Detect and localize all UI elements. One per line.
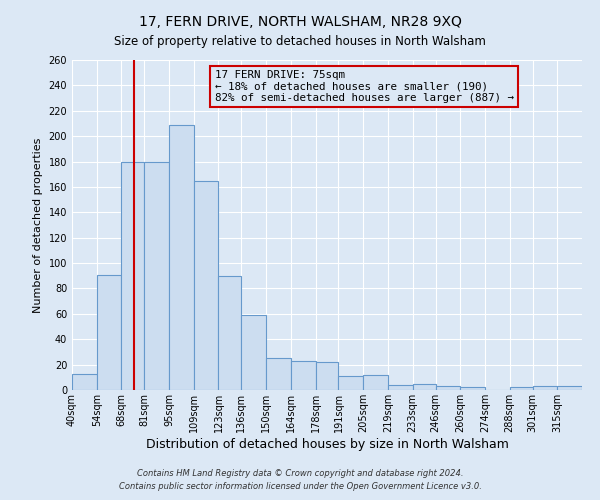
Bar bbox=[509, 388, 533, 390]
Bar bbox=[413, 384, 436, 390]
Bar bbox=[533, 386, 557, 390]
Bar bbox=[363, 375, 388, 390]
Bar bbox=[97, 274, 121, 390]
Bar bbox=[72, 374, 97, 390]
Text: 17, FERN DRIVE, NORTH WALSHAM, NR28 9XQ: 17, FERN DRIVE, NORTH WALSHAM, NR28 9XQ bbox=[139, 15, 461, 29]
Y-axis label: Number of detached properties: Number of detached properties bbox=[33, 138, 43, 312]
Text: Contains HM Land Registry data © Crown copyright and database right 2024.
Contai: Contains HM Land Registry data © Crown c… bbox=[119, 470, 481, 491]
Bar bbox=[218, 276, 241, 390]
Bar bbox=[388, 385, 413, 390]
Bar bbox=[169, 124, 194, 390]
Bar bbox=[266, 358, 291, 390]
Bar bbox=[194, 180, 218, 390]
Text: 17 FERN DRIVE: 75sqm
← 18% of detached houses are smaller (190)
82% of semi-deta: 17 FERN DRIVE: 75sqm ← 18% of detached h… bbox=[215, 70, 514, 103]
X-axis label: Distribution of detached houses by size in North Walsham: Distribution of detached houses by size … bbox=[146, 438, 508, 450]
Bar bbox=[460, 388, 485, 390]
Bar bbox=[121, 162, 145, 390]
Bar bbox=[436, 386, 460, 390]
Bar bbox=[316, 362, 338, 390]
Bar bbox=[241, 315, 266, 390]
Bar bbox=[291, 361, 316, 390]
Text: Size of property relative to detached houses in North Walsham: Size of property relative to detached ho… bbox=[114, 35, 486, 48]
Bar bbox=[557, 386, 582, 390]
Bar bbox=[338, 376, 363, 390]
Bar bbox=[145, 162, 169, 390]
